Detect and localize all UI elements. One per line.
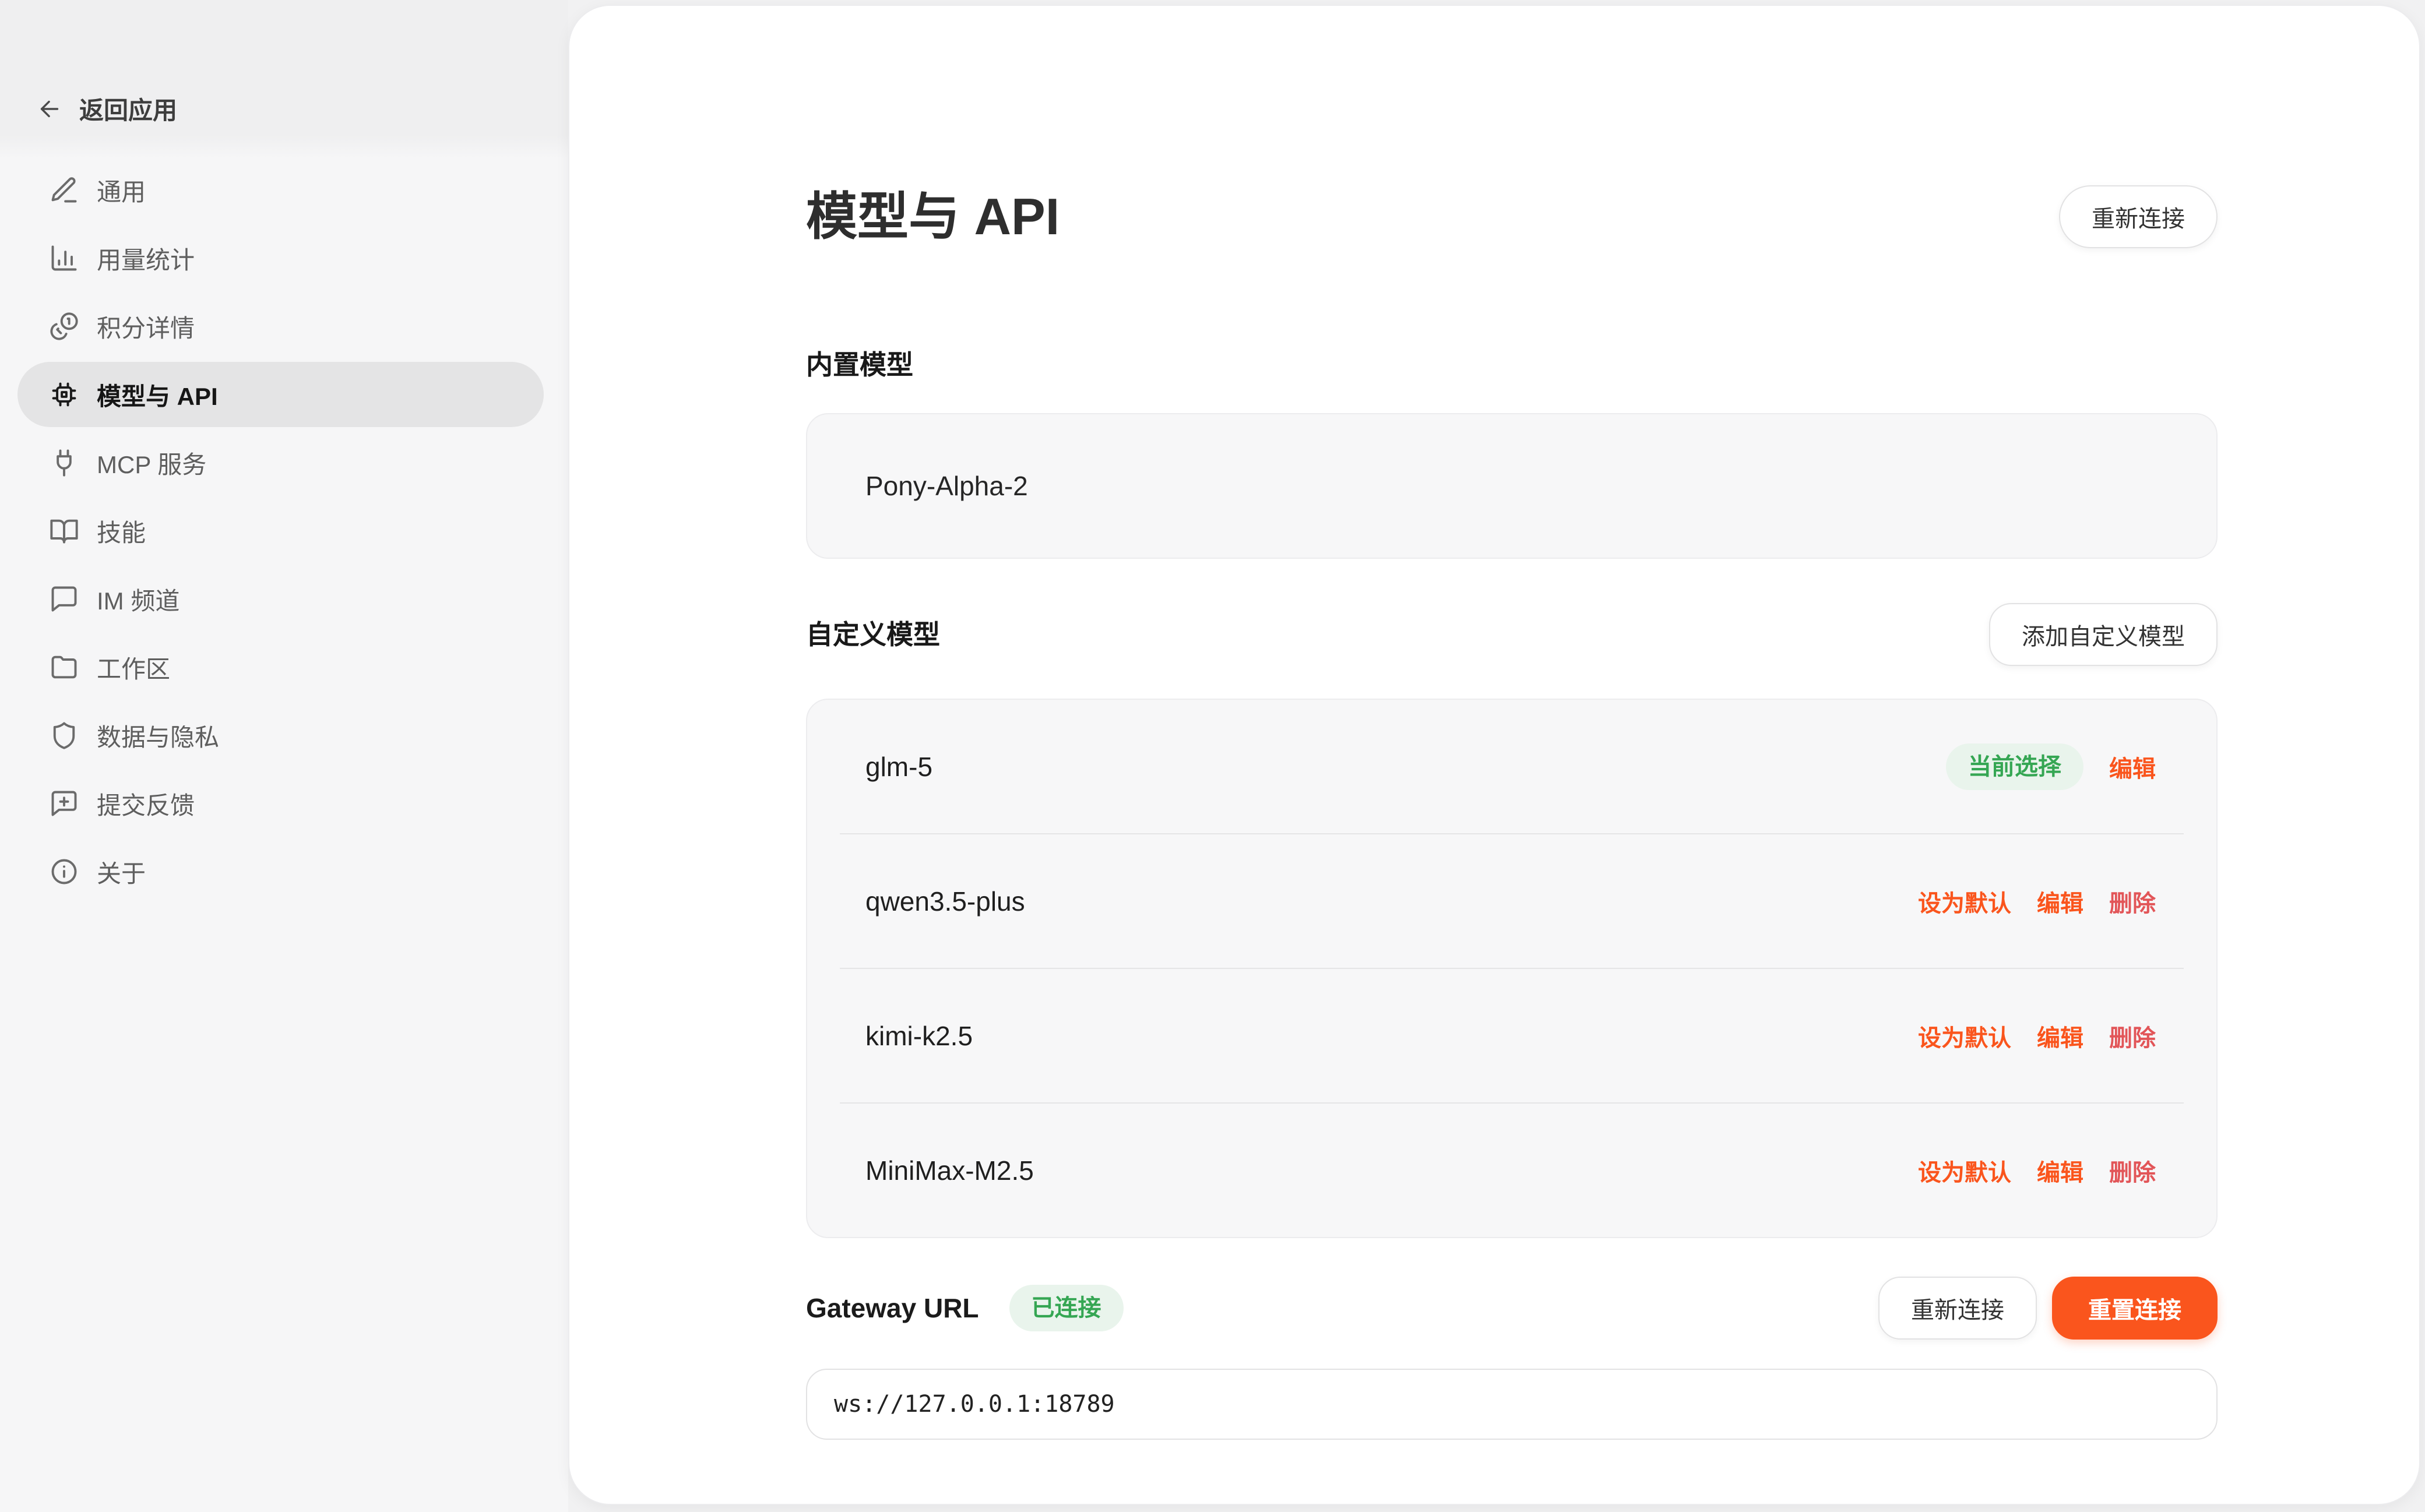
edit-link[interactable]: 编辑	[2109, 756, 2156, 782]
pencil-icon	[49, 175, 79, 205]
edit-link[interactable]: 编辑	[2037, 1159, 2083, 1186]
sidebar-item-models-api[interactable]: 模型与 API	[17, 362, 544, 427]
builtin-models-panel: Pony-Alpha-2	[806, 413, 2218, 559]
gateway-reset-button[interactable]: 重置连接	[2052, 1277, 2218, 1340]
sidebar-item-skills[interactable]: 技能	[17, 498, 544, 563]
sidebar-item-feedback[interactable]: 提交反馈	[17, 771, 544, 836]
message-plus-icon	[49, 788, 79, 819]
sidebar-item-mcp[interactable]: MCP 服务	[17, 430, 544, 495]
shield-icon	[49, 720, 79, 750]
arrow-left-icon	[36, 96, 63, 122]
sidebar-item-label: IM 频道	[97, 587, 180, 615]
book-open-icon	[49, 516, 79, 546]
page-title: 模型与 API	[806, 187, 1060, 245]
sidebar-nav: 通用 用量统计 积分详情 模型与 API	[0, 157, 568, 904]
model-row-qwen: qwen3.5-plus 设为默认 编辑 删除	[807, 834, 2216, 968]
set-default-link[interactable]: 设为默认	[1918, 890, 2011, 917]
sidebar-item-label: 积分详情	[97, 314, 195, 342]
row-divider	[840, 833, 2184, 835]
info-icon	[49, 857, 79, 887]
sidebar-item-credits[interactable]: 积分详情	[17, 294, 544, 359]
gateway-url-input[interactable]	[806, 1369, 2218, 1440]
delete-link[interactable]: 删除	[2109, 1025, 2156, 1051]
model-row-glm-5: glm-5 当前选择 编辑	[807, 700, 2216, 833]
sidebar-item-label: 提交反馈	[97, 791, 195, 819]
sidebar-item-data-privacy[interactable]: 数据与隐私	[17, 703, 544, 768]
model-row-kimi: kimi-k2.5 设为默认 编辑 删除	[807, 969, 2216, 1102]
custom-models-panel: glm-5 当前选择 编辑 qwen3.5-plus 设为默认 编辑 删除	[806, 699, 2218, 1239]
sidebar-item-label: 关于	[97, 859, 146, 887]
sidebar-item-about[interactable]: 关于	[17, 839, 544, 904]
sidebar-item-im-channels[interactable]: IM 频道	[17, 566, 544, 632]
current-selection-badge: 当前选择	[1946, 743, 2083, 790]
plug-icon	[49, 447, 79, 478]
cpu-icon	[49, 379, 79, 410]
sidebar-item-label: 工作区	[97, 655, 171, 683]
row-divider	[840, 968, 2184, 970]
sidebar: 返回应用 通用 用量统计 积分详情	[0, 0, 568, 1512]
delete-link[interactable]: 删除	[2109, 890, 2156, 917]
model-name: glm-5	[865, 751, 933, 782]
sidebar-item-label: 用量统计	[97, 246, 195, 274]
sidebar-item-label: 技能	[97, 519, 146, 547]
back-to-app-label: 返回应用	[79, 97, 178, 124]
gateway-reconnect-button[interactable]: 重新连接	[1878, 1277, 2037, 1340]
builtin-model-name: Pony-Alpha-2	[865, 471, 1028, 502]
set-default-link[interactable]: 设为默认	[1918, 1159, 2011, 1186]
builtin-models-heading: 内置模型	[806, 350, 913, 380]
set-default-link[interactable]: 设为默认	[1918, 1025, 2011, 1051]
edit-link[interactable]: 编辑	[2037, 1025, 2083, 1051]
back-to-app-button[interactable]: 返回应用	[36, 91, 177, 126]
model-name: kimi-k2.5	[865, 1020, 973, 1051]
sidebar-item-label: 数据与隐私	[97, 723, 220, 751]
coins-icon	[49, 311, 79, 341]
delete-link[interactable]: 删除	[2109, 1159, 2156, 1186]
gateway-url-label: Gateway URL	[806, 1293, 979, 1324]
main-panel: 模型与 API 重新连接 内置模型 Pony-Alpha-2 自定义模型 添加自…	[568, 5, 2420, 1505]
sidebar-item-usage-stats[interactable]: 用量统计	[17, 225, 544, 291]
reconnect-button-top[interactable]: 重新连接	[2059, 185, 2218, 248]
sidebar-item-general[interactable]: 通用	[17, 157, 544, 223]
connected-status-badge: 已连接	[1009, 1285, 1124, 1332]
edit-link[interactable]: 编辑	[2037, 890, 2083, 917]
sidebar-item-label: 通用	[97, 178, 146, 206]
model-row-minimax: MiniMax-M2.5 设为默认 编辑 删除	[807, 1104, 2216, 1237]
message-icon	[49, 584, 79, 614]
custom-models-heading: 自定义模型	[806, 619, 940, 650]
sidebar-item-label: MCP 服务	[97, 450, 207, 478]
add-custom-model-button[interactable]: 添加自定义模型	[1989, 603, 2218, 667]
model-name: MiniMax-M2.5	[865, 1155, 1034, 1186]
folder-icon	[49, 652, 79, 682]
row-divider	[840, 1102, 2184, 1104]
model-name: qwen3.5-plus	[865, 886, 1025, 917]
sidebar-item-workspace[interactable]: 工作区	[17, 635, 544, 700]
sidebar-item-label: 模型与 API	[97, 382, 218, 410]
bar-chart-icon	[49, 243, 79, 273]
